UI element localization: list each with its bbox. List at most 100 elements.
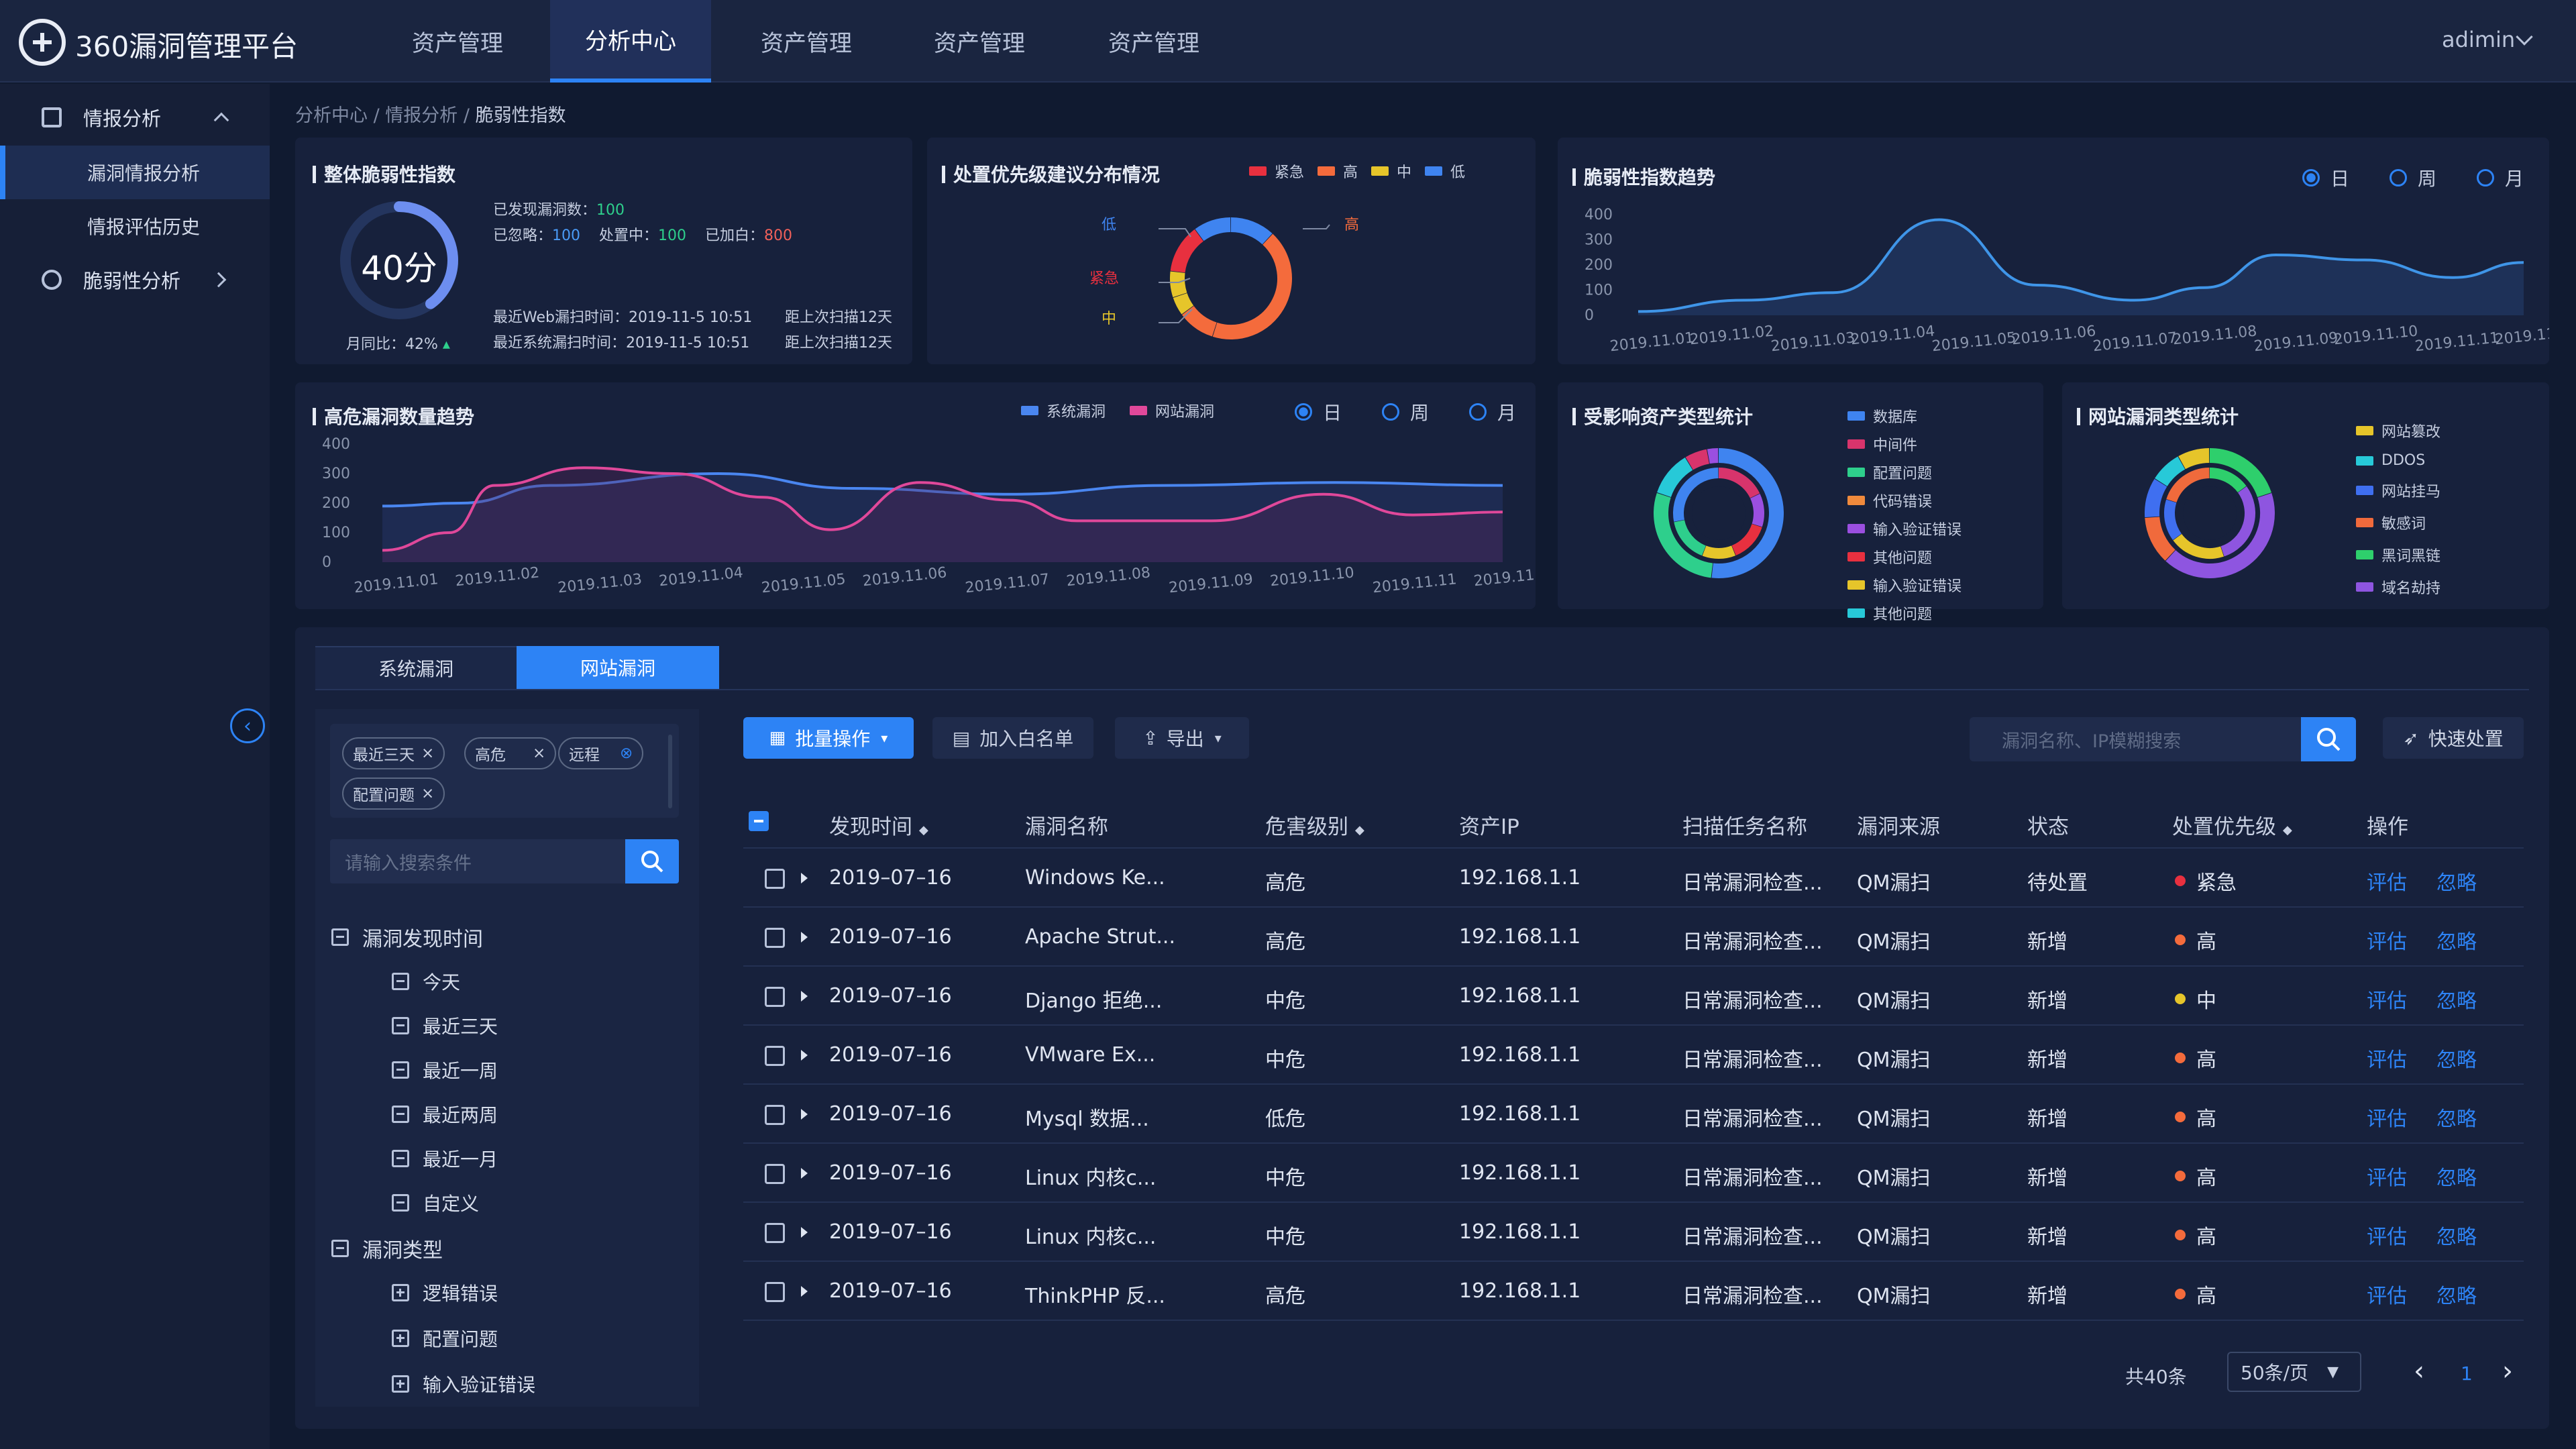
select-all-checkbox[interactable] <box>749 811 769 831</box>
expand-row-icon[interactable] <box>801 1286 808 1297</box>
row-checkbox[interactable] <box>765 987 785 1007</box>
table-row[interactable]: 2019–07–16 Linux 内核c... 中危 192.168.1.1 日常漏洞检… <box>743 1203 2524 1262</box>
evaluate-link[interactable]: 评估 <box>2367 989 2407 1013</box>
table-row[interactable]: 2019–07–16 ThinkPHP 反... 高危 192.168.1.1 日常漏洞… <box>743 1262 2524 1321</box>
tree-node-discovery-time[interactable]: 漏洞发现时间 <box>331 922 483 952</box>
row-checkbox[interactable] <box>765 1282 785 1302</box>
radio-day[interactable] <box>2302 169 2320 186</box>
sidebar-item-vuln-intel[interactable]: 漏洞情报分析 <box>0 146 270 199</box>
th-level[interactable]: 危害级别 ◆ <box>1265 810 1364 840</box>
quick-handle-button[interactable]: ➶ 快速处置 <box>2383 717 2524 759</box>
tree-leaf[interactable]: 逻辑错误 <box>392 1279 498 1306</box>
table-row[interactable]: 2019–07–16 Mysql 数据... 低危 192.168.1.1 日常漏洞检查… <box>743 1085 2524 1144</box>
row-checkbox[interactable] <box>765 1223 785 1243</box>
sort-icon[interactable]: ◆ <box>2283 823 2292 837</box>
tab-website-vuln[interactable]: 网站漏洞 <box>517 646 719 689</box>
tree-leaf[interactable]: 输入验证错误 <box>392 1371 535 1397</box>
table-row[interactable]: 2019–07–16 Apache Strut... 高危 192.168.1.1 日常… <box>743 908 2524 967</box>
radio-month[interactable] <box>2477 169 2495 186</box>
evaluate-link[interactable]: 评估 <box>2367 1049 2407 1072</box>
ignore-link[interactable]: 忽略 <box>2436 930 2477 954</box>
expand-icon[interactable] <box>392 1330 409 1347</box>
expand-row-icon[interactable] <box>801 1227 808 1238</box>
nav-asset-management-4[interactable]: 资产管理 <box>1108 30 1199 57</box>
user-name[interactable]: adimin <box>2442 27 2516 52</box>
sidebar-item-intel-analysis[interactable]: 情报分析 <box>0 91 270 144</box>
expand-row-icon[interactable] <box>801 1109 808 1120</box>
row-checkbox[interactable] <box>765 1046 785 1066</box>
batch-action-button[interactable]: ▦ 批量操作 ▾ <box>743 717 914 759</box>
expand-row-icon[interactable] <box>801 1168 808 1179</box>
radio-month[interactable] <box>1469 403 1487 421</box>
expand-row-icon[interactable] <box>801 991 808 1002</box>
evaluate-link[interactable]: 评估 <box>2367 1167 2407 1190</box>
tree-leaf[interactable]: 最近一月 <box>392 1145 498 1172</box>
evaluate-link[interactable]: 评估 <box>2367 930 2407 954</box>
filter-search-input[interactable]: 请输入搜索条件 <box>330 839 625 883</box>
vuln-search-button[interactable] <box>2301 717 2356 761</box>
nav-asset-management-2[interactable]: 资产管理 <box>761 30 852 57</box>
nav-analysis-center[interactable]: 分析中心 <box>550 0 711 83</box>
ignore-link[interactable]: 忽略 <box>2436 1167 2477 1190</box>
table-row[interactable]: 2019–07–16 VMware Ex... 中危 192.168.1.1 日常漏洞检… <box>743 1026 2524 1085</box>
sort-icon[interactable]: ◆ <box>1355 823 1364 837</box>
radio-day[interactable] <box>1295 403 1312 421</box>
breadcrumb-analysis[interactable]: 分析中心 <box>295 105 368 126</box>
th-priority[interactable]: 处置优先级 ◆ <box>2172 810 2292 840</box>
current-page[interactable]: 1 <box>2461 1362 2473 1385</box>
ignore-link[interactable]: 忽略 <box>2436 1108 2477 1131</box>
expand-icon[interactable] <box>392 1375 409 1393</box>
chevron-down-icon[interactable] <box>2516 28 2533 46</box>
sort-icon[interactable]: ◆ <box>919 823 928 837</box>
prev-page-button[interactable]: ‹ <box>2414 1356 2424 1387</box>
row-checkbox[interactable] <box>765 1164 785 1184</box>
ignore-link[interactable]: 忽略 <box>2436 871 2477 895</box>
table-row[interactable]: 2019–07–16 Windows Ke... 高危 192.168.1.1 日常漏洞… <box>743 849 2524 908</box>
collapse-icon[interactable] <box>331 1240 349 1257</box>
close-icon[interactable]: × <box>533 745 546 762</box>
nav-asset-management-1[interactable]: 资产管理 <box>412 30 503 57</box>
nav-asset-management-3[interactable]: 资产管理 <box>934 30 1025 57</box>
row-checkbox[interactable] <box>765 928 785 948</box>
close-icon[interactable]: × <box>421 745 435 762</box>
filter-tag[interactable]: 远程 ⊗ <box>558 737 644 769</box>
evaluate-link[interactable]: 评估 <box>2367 1226 2407 1249</box>
tree-leaf[interactable]: 自定义 <box>392 1189 479 1216</box>
evaluate-link[interactable]: 评估 <box>2367 1108 2407 1131</box>
ignore-link[interactable]: 忽略 <box>2436 1226 2477 1249</box>
close-circle-icon[interactable]: ⊗ <box>620 745 633 762</box>
collapse-icon[interactable] <box>331 928 349 946</box>
tree-leaf[interactable]: 最近两周 <box>392 1101 498 1128</box>
th-time[interactable]: 发现时间 ◆ <box>829 810 928 840</box>
vuln-search-input[interactable]: 漏洞名称、IP模糊搜索 <box>1970 717 2301 761</box>
tree-leaf[interactable]: 配置问题 <box>392 1325 498 1352</box>
expand-icon[interactable] <box>392 1284 409 1301</box>
filter-tag[interactable]: 最近三天 × <box>342 737 445 769</box>
filter-tag[interactable]: 配置问题 × <box>342 777 445 810</box>
table-row[interactable]: 2019–07–16 Linux 内核c... 中危 192.168.1.1 日常漏洞检… <box>743 1144 2524 1203</box>
filter-search-button[interactable] <box>625 839 679 883</box>
tab-system-vuln[interactable]: 系统漏洞 <box>315 646 517 689</box>
ignore-link[interactable]: 忽略 <box>2436 1049 2477 1072</box>
add-whitelist-button[interactable]: ▤ 加入白名单 <box>932 717 1093 759</box>
evaluate-link[interactable]: 评估 <box>2367 1285 2407 1308</box>
filter-tag[interactable]: 高危 × <box>464 737 557 769</box>
tree-leaf[interactable]: 最近一周 <box>392 1057 498 1083</box>
tree-node-vuln-type[interactable]: 漏洞类型 <box>331 1234 443 1263</box>
table-row[interactable]: 2019–07–16 Django 拒绝... 中危 192.168.1.1 日常漏洞检… <box>743 967 2524 1026</box>
row-checkbox[interactable] <box>765 869 785 889</box>
tree-leaf[interactable]: 最近三天 <box>392 1012 498 1039</box>
scrollbar[interactable] <box>668 735 672 808</box>
radio-week[interactable] <box>1382 403 1400 421</box>
close-icon[interactable]: × <box>421 785 435 802</box>
expand-row-icon[interactable] <box>801 932 808 943</box>
expand-row-icon[interactable] <box>801 1050 808 1061</box>
collapse-sidebar-button[interactable]: ‹ <box>230 708 265 743</box>
next-page-button[interactable]: › <box>2502 1356 2513 1387</box>
expand-row-icon[interactable] <box>801 873 808 883</box>
radio-week[interactable] <box>2390 169 2408 186</box>
ignore-link[interactable]: 忽略 <box>2436 1285 2477 1308</box>
tree-leaf[interactable]: 今天 <box>392 968 460 995</box>
sidebar-item-vuln-analysis[interactable]: 脆弱性分析 <box>0 253 270 307</box>
export-button[interactable]: ⇪ 导出 ▾ <box>1115 717 1249 759</box>
